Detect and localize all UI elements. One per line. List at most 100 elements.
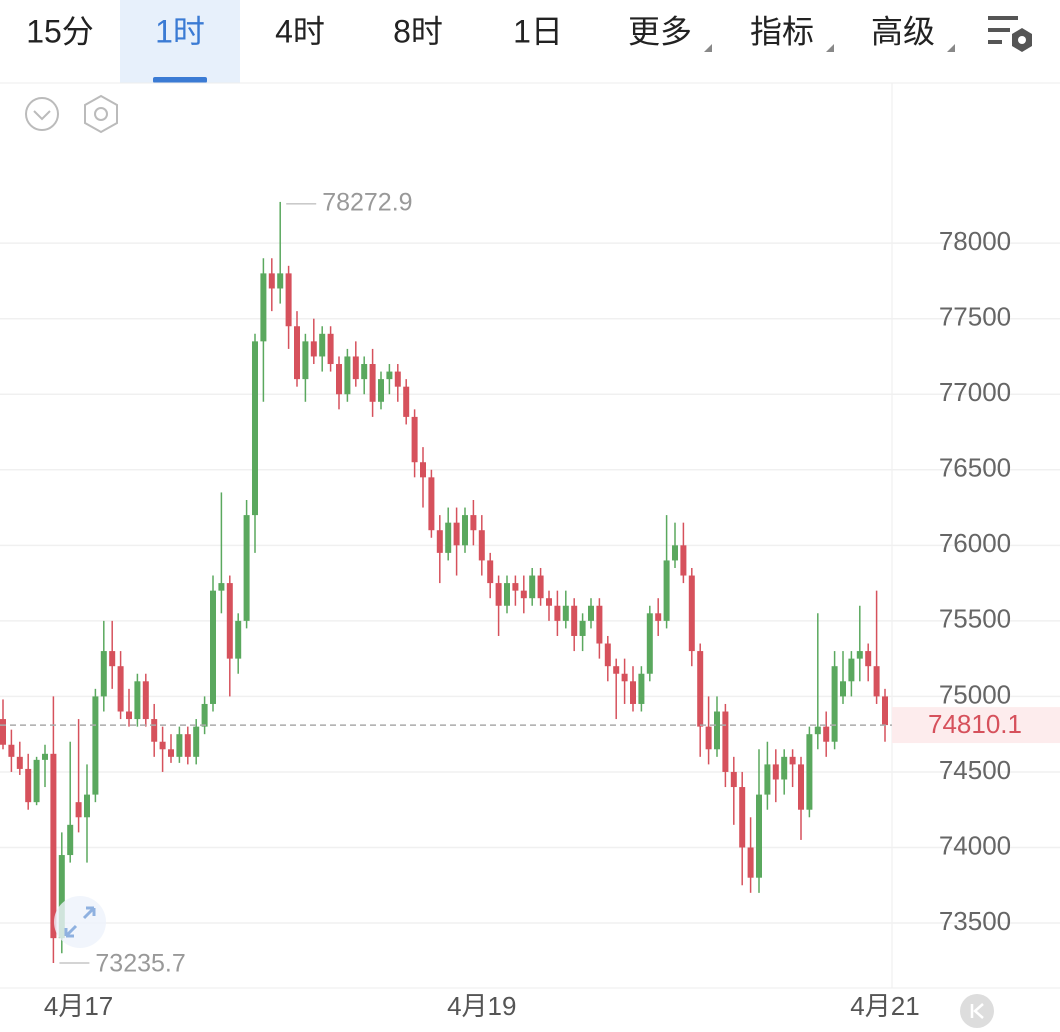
settings-icon[interactable] xyxy=(988,16,1032,52)
candle-body xyxy=(243,515,250,621)
candle-body xyxy=(478,530,485,561)
candle-body xyxy=(117,666,124,712)
candle-body xyxy=(285,273,292,327)
candle-body xyxy=(218,583,225,591)
expand-button[interactable] xyxy=(54,896,106,948)
candle-body xyxy=(176,734,183,757)
candle-body xyxy=(260,273,267,342)
active-tab-bg xyxy=(120,0,240,83)
dropdown-caret xyxy=(947,44,955,52)
candle-body xyxy=(226,583,233,659)
candle-body xyxy=(579,620,586,636)
tab[interactable]: 更多 xyxy=(628,13,692,49)
candle-body xyxy=(646,613,653,674)
candle-body xyxy=(840,681,846,697)
tab-bar: 15分 1时 4时 8时 1日 更多 指标 高级 xyxy=(0,0,1060,84)
candle-body xyxy=(554,605,561,621)
tab[interactable]: 1时 xyxy=(155,13,205,49)
hex-settings-icon[interactable] xyxy=(84,94,118,134)
candle-body xyxy=(310,341,317,357)
candle-body xyxy=(184,734,191,757)
tab[interactable]: 指标 xyxy=(750,13,814,49)
max-annotation: 78272.9 xyxy=(322,189,412,217)
candle-body xyxy=(806,734,813,810)
candle-body xyxy=(462,515,468,546)
candle-body xyxy=(50,753,57,939)
candle-body xyxy=(411,416,418,463)
candle-body xyxy=(764,764,771,795)
scroll-end-button[interactable] xyxy=(960,994,994,1028)
candle-body xyxy=(142,681,149,720)
candle-body xyxy=(420,462,426,478)
candle-body xyxy=(84,794,90,818)
x-tick-label: 4月21 xyxy=(850,991,919,1021)
y-tick-label: 73500 xyxy=(939,906,1011,936)
icon-bar xyxy=(988,40,1002,44)
candle-body xyxy=(663,560,670,621)
tab[interactable]: 高级 xyxy=(871,13,935,49)
tab[interactable]: 4时 xyxy=(275,13,325,49)
candle-body xyxy=(756,794,762,878)
candle-body xyxy=(319,333,326,357)
candle-body xyxy=(537,575,544,599)
tab[interactable]: 1日 xyxy=(513,13,563,49)
candle-body xyxy=(882,696,888,726)
last-price-box xyxy=(892,707,1060,744)
y-tick-label: 76500 xyxy=(939,453,1011,483)
y-tick-label: 75500 xyxy=(939,604,1011,634)
tab[interactable]: 15分 xyxy=(26,13,94,49)
candle-body xyxy=(814,726,821,735)
labels: 73500 74000 74500 75000 75500 76000 76500 77000… xyxy=(0,189,1060,1021)
candle-body xyxy=(394,371,401,387)
candle-body xyxy=(8,744,15,757)
candle-body xyxy=(386,371,393,380)
expand-bg xyxy=(54,896,106,948)
candle-body xyxy=(848,658,855,682)
candle-body xyxy=(571,605,578,636)
active-tab-underline xyxy=(153,77,207,83)
tab[interactable]: 8时 xyxy=(393,13,443,49)
candle-body xyxy=(823,726,830,742)
candle-body xyxy=(856,651,863,659)
candle-body xyxy=(655,613,662,621)
candle-body xyxy=(789,756,796,765)
candle-body xyxy=(277,273,284,289)
icon-bar xyxy=(988,28,1010,32)
scroll-end-bg xyxy=(960,994,994,1028)
dropdown-caret xyxy=(826,44,834,52)
candle-body xyxy=(436,530,443,553)
candle-body xyxy=(252,341,258,516)
y-tick-label: 78000 xyxy=(939,226,1011,256)
candle-body xyxy=(428,477,435,531)
candle-body xyxy=(688,575,695,652)
y-tick-label: 77000 xyxy=(939,377,1011,407)
candle-body xyxy=(361,364,368,380)
y-tick-label: 76000 xyxy=(939,528,1011,558)
candle-body xyxy=(344,356,351,395)
candle-body xyxy=(201,703,208,727)
candle-body xyxy=(588,605,594,621)
candle-body xyxy=(512,583,519,591)
candle-body xyxy=(58,855,65,939)
candle-body xyxy=(638,673,645,704)
candle-body xyxy=(562,605,569,621)
candle-body xyxy=(596,605,603,644)
candle-body xyxy=(168,749,174,757)
candle-body xyxy=(672,545,678,561)
collapse-icon[interactable] xyxy=(25,97,59,131)
candle-body xyxy=(352,356,359,380)
candle-body xyxy=(495,583,502,606)
y-tick-label: 74000 xyxy=(939,830,1011,860)
icon-hole xyxy=(1018,36,1026,44)
candle-body xyxy=(504,583,510,606)
y-tick-label: 74500 xyxy=(939,755,1011,785)
candle-body xyxy=(546,598,552,606)
candle-body xyxy=(336,364,342,395)
x-tick-label: 4月19 xyxy=(447,991,516,1021)
candle-body xyxy=(487,560,494,584)
candle-body xyxy=(109,651,116,667)
icon-bar xyxy=(988,16,1018,20)
